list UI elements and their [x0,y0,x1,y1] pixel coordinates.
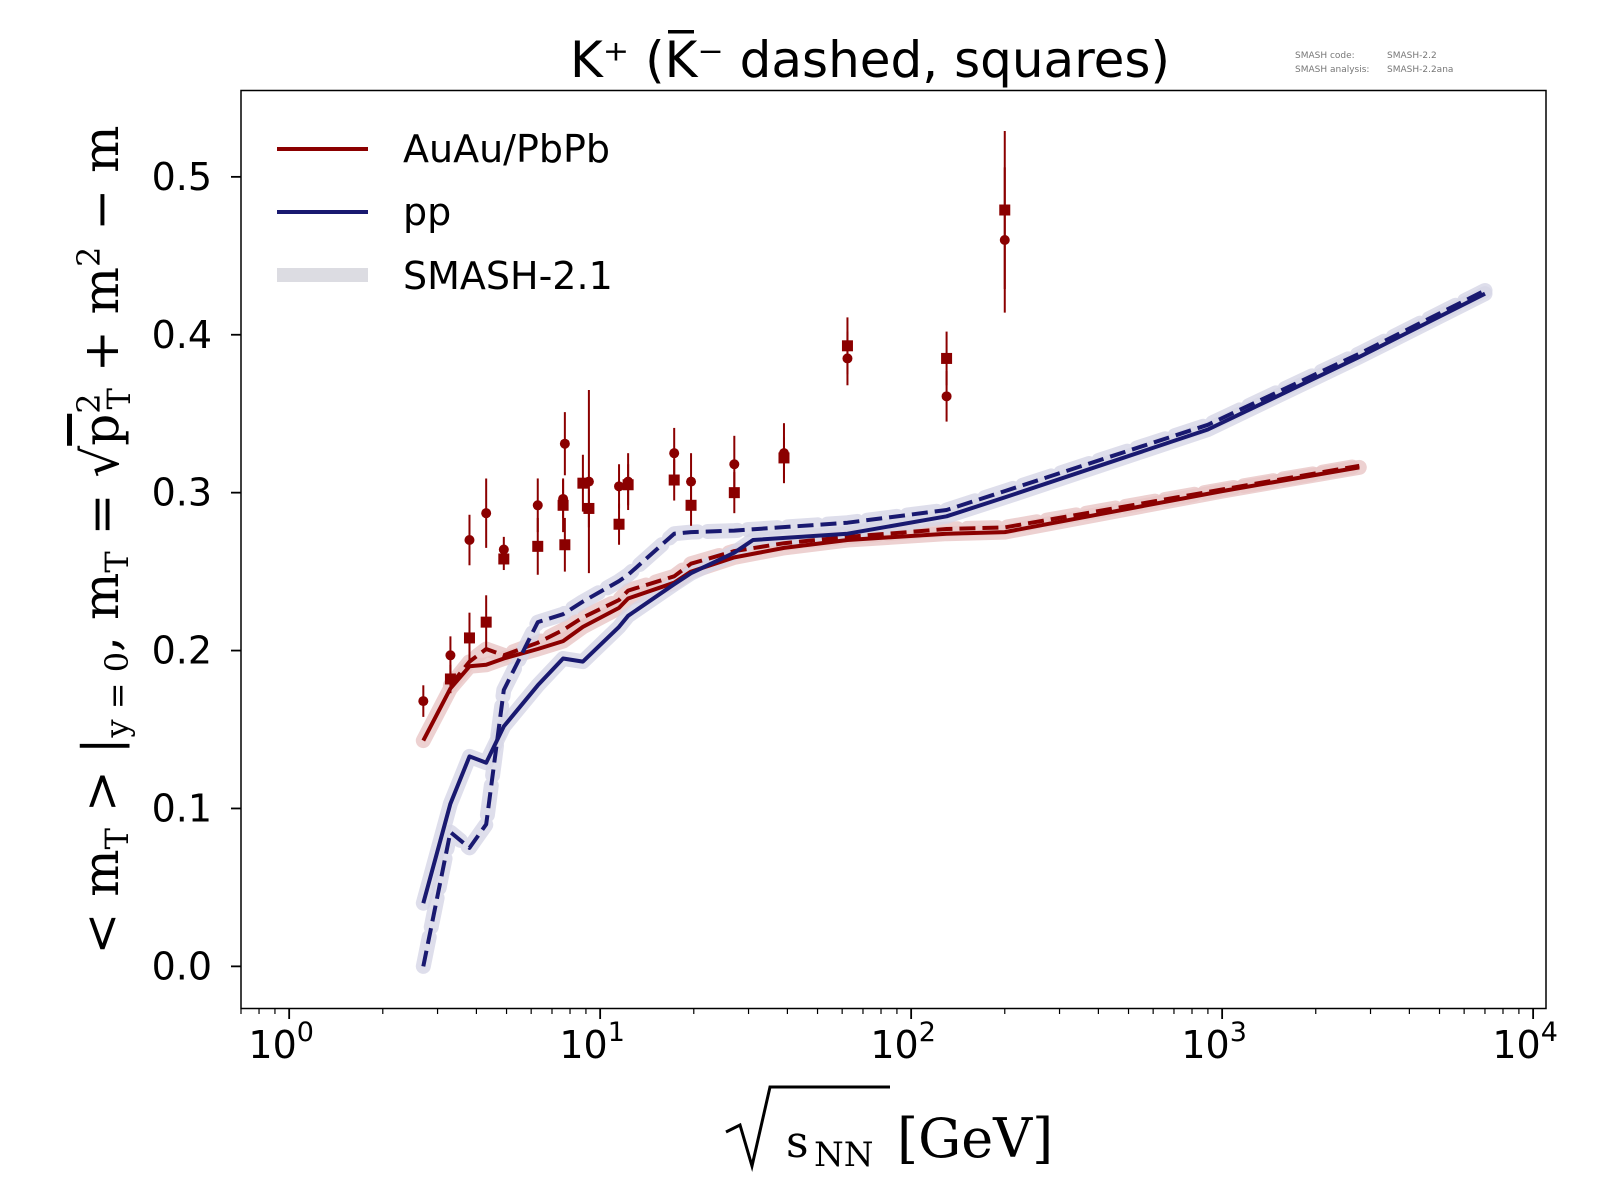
y-axis: 0.0 0.1 0.2 0.3 0.4 0.5 [152,155,241,988]
chart-title: K⁺ (K̅⁻ dashed, squares) [570,30,1170,89]
x-label-unit: [GeV] [897,1107,1053,1170]
series-lines [421,288,1486,967]
data-point-circle [729,459,740,470]
data-point-circle [669,448,680,459]
data-point-square [841,340,853,352]
data-point-square [532,540,544,552]
series-line-2 [421,291,1486,904]
legend: AuAu/PbPb pp SMASH-2.1 [277,127,613,298]
data-point-square [480,616,492,628]
x-tick-label: 104 [1492,1017,1558,1067]
data-point-circle [559,438,570,449]
data-point-square [685,499,697,511]
data-point-square [577,477,589,489]
data-point-square [728,487,740,499]
data-point-square [583,502,595,514]
data-point-circle [418,696,429,707]
data-point-circle [481,508,492,519]
plot-area [240,89,1547,1010]
y-tick-label: 0.5 [152,155,212,199]
data-point-square [463,632,475,644]
data-point-square [941,352,953,364]
legend-label-smash: SMASH-2.1 [403,254,613,298]
x-axis: 100 101 102 103 104 [240,1009,1558,1067]
data-point-square [778,452,790,464]
data-point-square [668,474,680,486]
watermark-code-value: SMASH-2.2 [1387,51,1437,61]
y-axis-label: < mT > |y = 0, mT = √p2T + m2 − m [70,125,138,954]
data-point-square [498,553,510,565]
data-point-circle [532,500,543,511]
data-point-square [613,518,625,530]
y-tick-label: 0.4 [152,313,212,357]
x-tick-label: 101 [559,1017,625,1067]
data-point-circle [445,650,456,661]
data-point-square [444,673,456,685]
data-point-square [557,499,569,511]
series-line-0 [421,465,1360,742]
y-tick-label: 0.0 [152,944,212,988]
x-tick-label: 100 [248,1017,314,1067]
x-label-s: s [786,1117,809,1168]
data-point-square [559,539,571,551]
data-point-square [999,204,1011,216]
data-point-circle [686,476,697,487]
x-tick-label: 102 [870,1017,936,1067]
watermark-code-label: SMASH code: [1295,51,1355,61]
smash-watermark: SMASH code: SMASH-2.2 SMASH analysis: SM… [1295,51,1453,75]
watermark-analysis-label: SMASH analysis: [1295,65,1369,75]
legend-label-auau: AuAu/PbPb [403,127,610,171]
watermark-analysis-value: SMASH-2.2ana [1387,65,1453,75]
series-line-3 [421,288,1486,967]
data-markers [418,131,1011,717]
data-point-circle [614,481,625,492]
x-label-radical [725,1085,890,1172]
y-label-text: < mT > |y = 0, mT = √p2T + m2 − m [70,125,138,954]
data-point-circle [941,391,952,402]
y-tick-label: 0.3 [152,471,212,515]
series-line-1 [448,463,1360,687]
y-tick-label: 0.2 [152,629,212,673]
data-point-circle [464,535,475,546]
data-point-square [622,479,634,491]
y-tick-label: 0.1 [152,786,212,830]
x-label-nn: NN [814,1135,874,1175]
legend-label-pp: pp [403,190,451,234]
x-axis-label: s NN [GeV] [725,1085,1053,1175]
x-tick-label: 103 [1181,1017,1247,1067]
